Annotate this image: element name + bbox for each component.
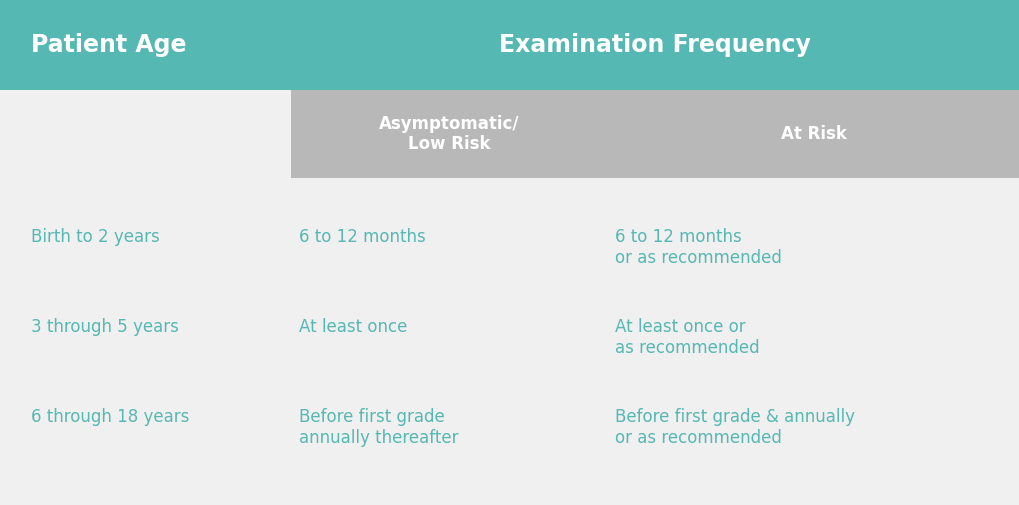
Bar <box>0 0 1019 90</box>
Text: Examination Frequency: Examination Frequency <box>499 33 810 57</box>
Text: 6 to 12 months
or as recommended: 6 to 12 months or as recommended <box>614 228 781 267</box>
Text: At Risk: At Risk <box>780 125 846 143</box>
Text: Before first grade
annually thereafter: Before first grade annually thereafter <box>299 408 458 447</box>
Text: Before first grade & annually
or as recommended: Before first grade & annually or as reco… <box>614 408 854 447</box>
Text: At least once: At least once <box>299 318 407 336</box>
Text: Asymptomatic/
Low Risk: Asymptomatic/ Low Risk <box>378 115 519 154</box>
Text: Patient Age: Patient Age <box>31 33 185 57</box>
Text: 6 to 12 months: 6 to 12 months <box>299 228 425 246</box>
Text: At least once or
as recommended: At least once or as recommended <box>614 318 759 357</box>
Bar <box>290 90 1019 178</box>
Text: 6 through 18 years: 6 through 18 years <box>31 408 189 426</box>
Text: 3 through 5 years: 3 through 5 years <box>31 318 178 336</box>
Text: Birth to 2 years: Birth to 2 years <box>31 228 159 246</box>
